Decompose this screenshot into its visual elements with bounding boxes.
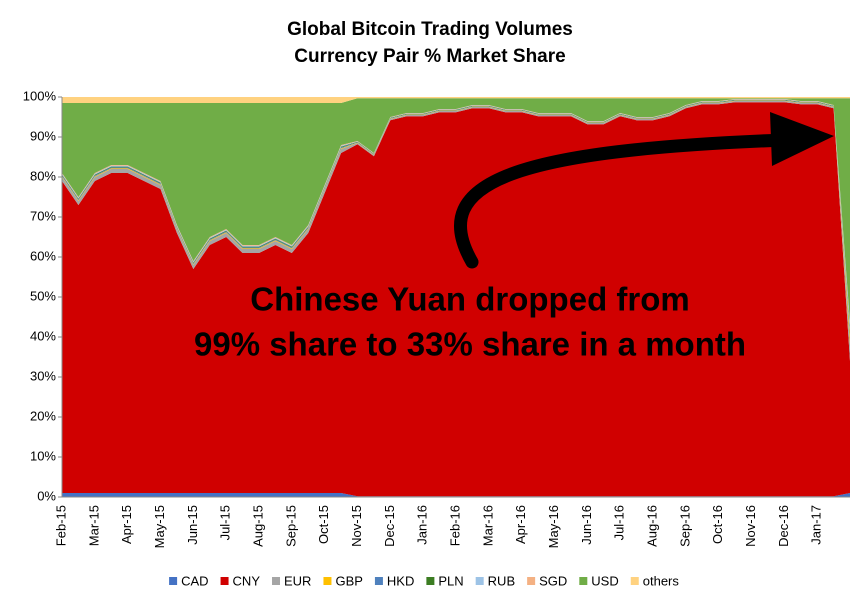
x-tick-label: Jun-16	[579, 505, 594, 545]
y-tick-label: 30%	[30, 368, 56, 383]
legend-swatch	[323, 577, 332, 585]
legend-item: USD	[579, 573, 619, 588]
y-tick-label: 10%	[30, 448, 56, 463]
x-tick-label: Apr-15	[119, 505, 134, 544]
x-tick-label: Dec-15	[382, 505, 397, 547]
y-tick-label: 100%	[23, 88, 57, 103]
legend-item: SGD	[527, 573, 567, 588]
y-tick-label: 80%	[30, 168, 56, 183]
x-tick-label: Jan-16	[415, 505, 430, 545]
x-tick-label: Nov-15	[349, 505, 364, 547]
x-tick-label: Aug-16	[644, 505, 659, 547]
legend-swatch	[579, 577, 588, 585]
legend-swatch	[220, 577, 229, 585]
legend-item: HKD	[374, 573, 414, 588]
x-tick-label: Mar-16	[480, 505, 495, 546]
legend-item: GBP	[323, 573, 363, 588]
legend-item: EUR	[272, 573, 311, 588]
arrow-head	[770, 112, 834, 166]
y-tick-label: 60%	[30, 248, 56, 263]
legend-label: EUR	[284, 573, 311, 588]
x-tick-label: Nov-16	[743, 505, 758, 547]
legend-label: CNY	[233, 573, 261, 588]
legend-label: USD	[591, 573, 618, 588]
area	[62, 97, 850, 103]
legend-swatch	[630, 577, 639, 585]
annotation: Chinese Yuan dropped from	[250, 281, 689, 318]
x-tick-label: Apr-16	[513, 505, 528, 544]
legend-item: PLN	[426, 573, 464, 588]
x-tick-label: Jan-17	[809, 505, 824, 545]
legend-swatch	[475, 577, 484, 585]
chart-title: Global Bitcoin Trading Volumes	[287, 19, 573, 40]
area	[62, 102, 850, 497]
y-tick-label: 50%	[30, 288, 56, 303]
legend-label: GBP	[335, 573, 362, 588]
area	[62, 493, 850, 497]
x-tick-label: Feb-15	[53, 505, 68, 546]
area	[62, 98, 850, 323]
y-tick-label: 70%	[30, 208, 56, 223]
legend-swatch	[527, 577, 536, 585]
x-tick-label: Feb-16	[447, 505, 462, 546]
legend-label: CAD	[181, 573, 208, 588]
x-tick-label: Dec-16	[776, 505, 791, 547]
y-tick-label: 0%	[37, 488, 56, 503]
x-tick-label: Jul-15	[218, 505, 233, 540]
legend-item: CNY	[220, 573, 261, 588]
x-tick-label: Oct-15	[316, 505, 331, 544]
legend-swatch	[272, 577, 281, 585]
annotation: 99% share to 33% share in a month	[194, 326, 746, 363]
y-tick-label: 90%	[30, 128, 56, 143]
legend-swatch	[374, 577, 383, 585]
legend-swatch	[426, 577, 435, 585]
legend-item: others	[630, 573, 680, 588]
legend-item: CAD	[169, 573, 209, 588]
x-tick-label: May-15	[152, 505, 167, 548]
x-tick-label: Sep-16	[677, 505, 692, 547]
chart-subtitle: Currency Pair % Market Share	[294, 46, 565, 67]
x-tick-label: Sep-15	[283, 505, 298, 547]
x-tick-label: Mar-15	[86, 505, 101, 546]
arrow	[454, 133, 792, 269]
legend-label: PLN	[438, 573, 463, 588]
y-tick-label: 40%	[30, 328, 56, 343]
legend-swatch	[169, 577, 178, 585]
x-tick-label: Jul-16	[612, 505, 627, 540]
legend-item: RUB	[475, 573, 515, 588]
plot-area	[62, 97, 850, 497]
legend-label: SGD	[539, 573, 567, 588]
legend-label: others	[643, 573, 680, 588]
x-tick-label: May-16	[546, 505, 561, 548]
x-tick-label: Oct-16	[710, 505, 725, 544]
legend-label: RUB	[488, 573, 515, 588]
x-tick-label: Aug-15	[250, 505, 265, 547]
y-tick-label: 20%	[30, 408, 56, 423]
x-tick-label: Jun-15	[185, 505, 200, 545]
legend-label: HKD	[387, 573, 414, 588]
